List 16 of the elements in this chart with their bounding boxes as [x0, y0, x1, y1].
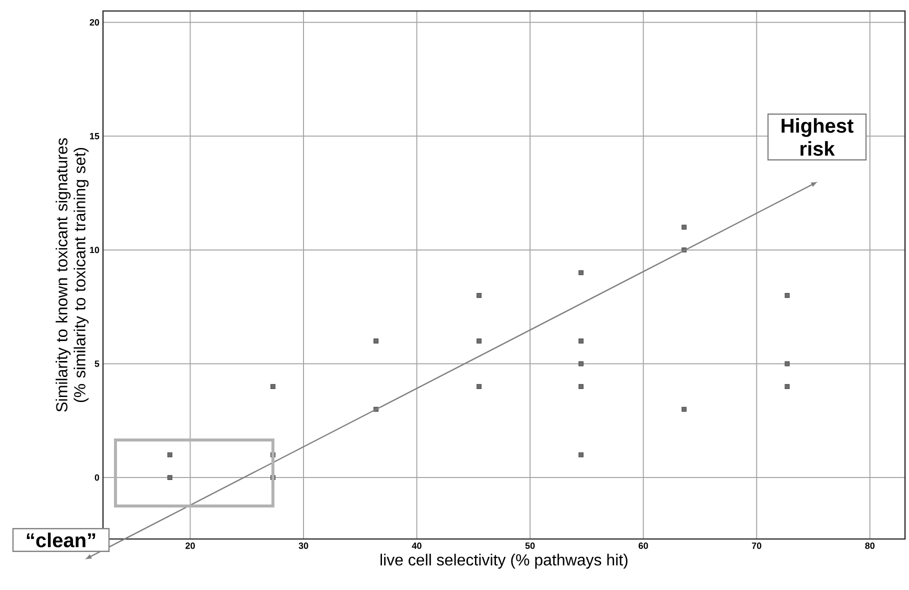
y-tick-label: 20 [90, 19, 100, 26]
annotation: Highest risk [782, 118, 854, 156]
x-tick-label: 20 [186, 542, 195, 549]
x-tick-label: 80 [865, 542, 875, 549]
x-tick-label: 30 [298, 542, 308, 549]
text: “clean” [26, 532, 96, 548]
x-axis-title: live cell selectivity (% pathways hit) [380, 554, 628, 569]
x-tick-label: 50 [525, 542, 535, 549]
x-tick-label: 60 [638, 542, 648, 549]
y-axis-title: Similarity to known toxicant signatures (% similarity to toxicant training set) [56, 138, 89, 412]
y-tick-label: 10 [90, 246, 100, 254]
y-tick-label: 5 [94, 360, 100, 367]
x-tick-label: 70 [752, 542, 762, 549]
y-tick-label: 0 [94, 474, 100, 481]
y-tick-label: 15 [90, 133, 100, 140]
x-tick-label: 40 [412, 542, 422, 549]
